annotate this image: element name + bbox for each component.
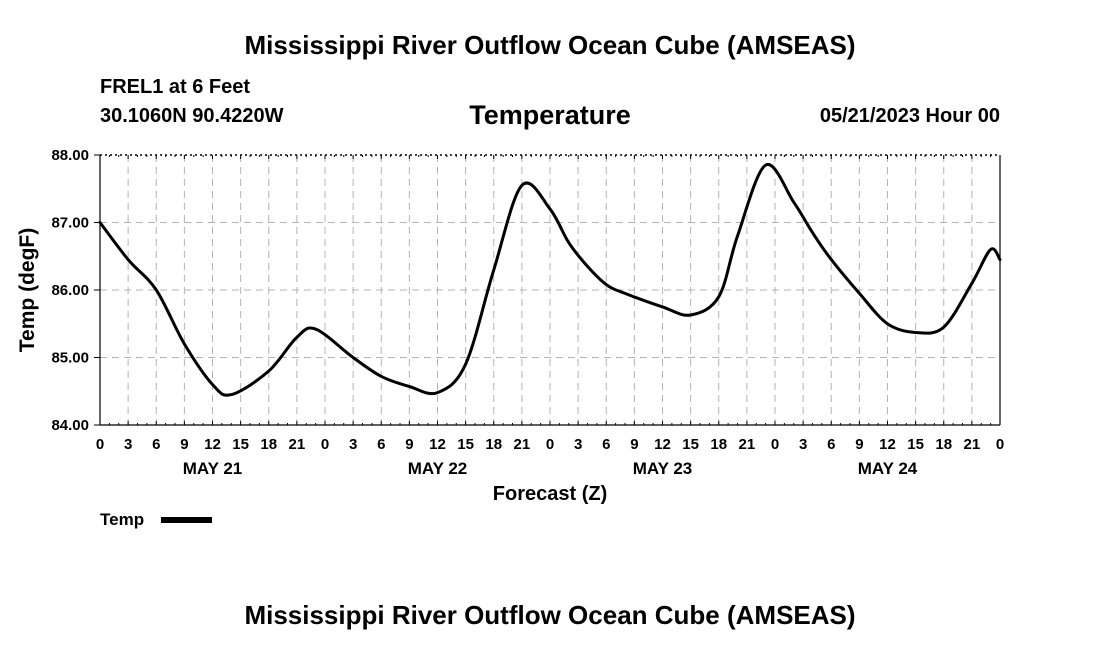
x-tick-label: 3 <box>349 436 357 453</box>
x-tick-label: 12 <box>654 436 671 453</box>
station-label: FREL1 at 6 Feet <box>100 76 251 98</box>
y-tick-label: 86.00 <box>51 282 89 299</box>
forecast-date: 05/21/2023 Hour 00 <box>819 105 1000 127</box>
legend-label: Temp <box>100 510 144 529</box>
day-label: MAY 24 <box>858 459 918 478</box>
x-tick-label: 15 <box>232 436 249 453</box>
x-tick-label: 0 <box>321 436 329 453</box>
day-label: MAY 23 <box>633 459 693 478</box>
x-tick-label: 6 <box>377 436 385 453</box>
x-tick-label: 12 <box>204 436 221 453</box>
day-label: MAY 22 <box>408 459 468 478</box>
x-tick-label: 3 <box>799 436 807 453</box>
x-tick-label: 6 <box>602 436 610 453</box>
grid-lines <box>100 155 1000 425</box>
day-label: MAY 21 <box>183 459 243 478</box>
x-tick-label: 21 <box>739 436 756 453</box>
x-tick-label: 18 <box>260 436 277 453</box>
y-tick-label: 88.00 <box>51 147 89 164</box>
x-tick-label: 9 <box>855 436 863 453</box>
x-tick-label: 0 <box>771 436 779 453</box>
x-tick-label: 0 <box>96 436 104 453</box>
x-tick-label: 21 <box>964 436 981 453</box>
x-tick-label: 15 <box>457 436 474 453</box>
x-tick-label: 15 <box>682 436 699 453</box>
y-tick-label: 87.00 <box>51 215 89 232</box>
x-axis-label: Forecast (Z) <box>493 483 607 505</box>
x-tick-label: 15 <box>907 436 924 453</box>
chart-title: Temperature <box>469 100 631 130</box>
x-tick-label: 18 <box>935 436 952 453</box>
x-tick-label: 0 <box>996 436 1004 453</box>
x-tick-label: 9 <box>405 436 413 453</box>
series-layer <box>98 163 1002 397</box>
footer-title: Mississippi River Outflow Ocean Cube (AM… <box>244 600 856 630</box>
series-line-temp <box>98 163 1002 397</box>
y-tick-label: 85.00 <box>51 350 89 367</box>
x-tick-label: 3 <box>574 436 582 453</box>
x-tick-label: 18 <box>485 436 502 453</box>
station-coordinates: 30.1060N 90.4220W <box>100 105 284 127</box>
x-tick-label: 21 <box>514 436 531 453</box>
page-title: Mississippi River Outflow Ocean Cube (AM… <box>244 30 856 60</box>
x-tick-label: 12 <box>879 436 896 453</box>
axes: 0 3 6 9 12 15 18 21 0 3 6 9 12 15 18 21 0 3 6 9 12 15 18 21 0 3 6 9… <box>51 147 1004 478</box>
x-tick-label: 9 <box>180 436 188 453</box>
x-tick-label: 9 <box>630 436 638 453</box>
y-tick-label: 84.00 <box>51 417 89 434</box>
x-tick-label: 21 <box>289 436 306 453</box>
x-tick-label: 6 <box>827 436 835 453</box>
x-tick-label: 0 <box>546 436 554 453</box>
x-tick-label: 6 <box>152 436 160 453</box>
y-axis-label: Temp (degF) <box>16 228 39 352</box>
x-tick-label: 18 <box>710 436 727 453</box>
x-tick-label: 3 <box>124 436 132 453</box>
x-tick-label: 12 <box>429 436 446 453</box>
